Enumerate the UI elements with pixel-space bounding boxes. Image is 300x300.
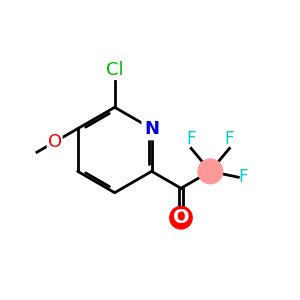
Circle shape — [198, 159, 223, 184]
Text: F: F — [186, 130, 196, 148]
Text: F: F — [238, 168, 248, 186]
Circle shape — [170, 206, 192, 229]
Text: O: O — [48, 133, 62, 151]
Text: N: N — [144, 120, 159, 138]
Text: Cl: Cl — [106, 61, 124, 79]
Text: O: O — [173, 208, 189, 227]
Text: F: F — [225, 130, 234, 148]
